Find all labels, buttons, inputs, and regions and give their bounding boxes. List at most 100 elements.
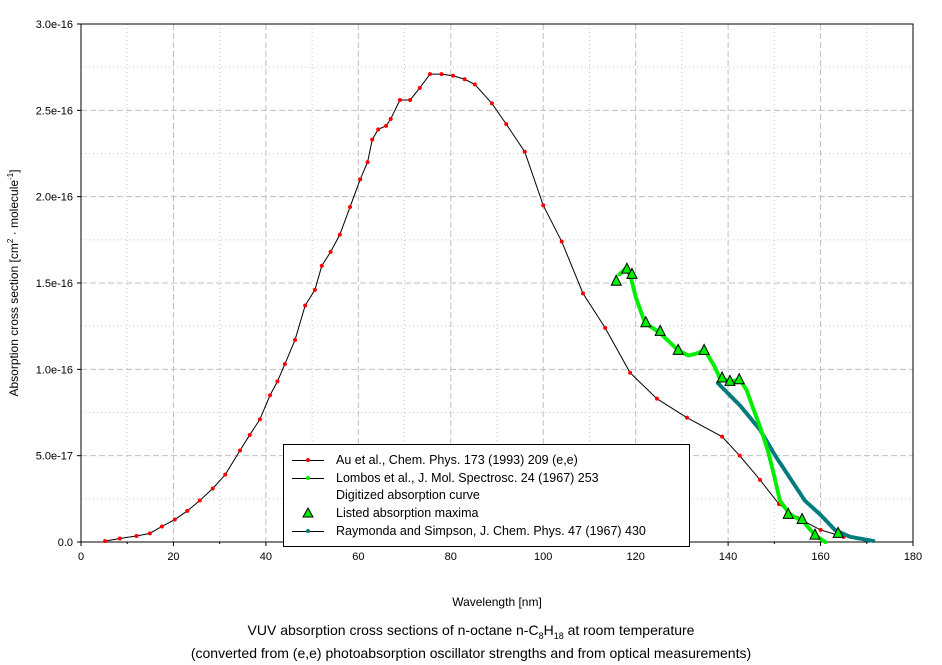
au-data-point	[210, 486, 215, 491]
au-data-point	[147, 531, 152, 536]
absorption-maximum-marker	[733, 372, 746, 385]
chart-title: VUV absorption cross sections of n-octan…	[247, 622, 695, 641]
au-data-point	[522, 149, 527, 154]
au-data-point	[238, 448, 243, 453]
au-data-point	[282, 362, 287, 367]
au-data-point	[737, 453, 742, 458]
x-tick-label: 80	[445, 551, 457, 563]
au-data-point	[303, 303, 308, 308]
au-data-point	[451, 73, 456, 78]
au-data-point	[247, 432, 252, 437]
x-tick-label: 160	[811, 551, 829, 563]
y-axis: 0.0 5.0e-17 1.0e-16 1.5e-16 2.0e-16 2.5e-16 3.…	[36, 19, 81, 549]
absorption-maximum-marker	[698, 343, 710, 355]
x-tick-label: 40	[260, 551, 272, 563]
absorption-maximum-marker	[782, 507, 795, 519]
teal-dot-icon	[306, 529, 310, 533]
au-data-point	[319, 263, 324, 268]
absorption-maximum-marker	[832, 526, 844, 538]
au-data-point	[103, 539, 108, 544]
series-layer	[103, 72, 876, 544]
absorption-maximum-marker	[672, 343, 685, 355]
au-data-point	[348, 205, 353, 210]
legend-label: Lombos et al., J. Mol. Spectrosc. 24 (19…	[336, 471, 599, 485]
au-data-point	[603, 325, 608, 330]
x-tick-label: 20	[167, 551, 179, 563]
au-data-point	[818, 527, 823, 532]
absorption-maximum-marker	[724, 374, 736, 386]
x-tick-label: 120	[626, 551, 644, 563]
y-axis-label: Absorption cross section [cm2 · molecule…	[6, 169, 21, 396]
au-data-point	[365, 160, 370, 165]
absorption-maximum-marker	[626, 267, 638, 279]
absorption-maximum-marker	[796, 512, 808, 525]
y-tick-label: 1.0e-16	[36, 364, 73, 376]
x-tick-label: 140	[719, 551, 737, 563]
legend-label: Listed absorption maxima	[336, 506, 479, 520]
au-data-point	[684, 415, 689, 420]
au-data-point	[257, 417, 262, 422]
au-data-point	[580, 291, 585, 296]
absorption-maximum-marker	[716, 370, 728, 383]
au-data-point	[628, 370, 633, 375]
legend-item-raymonda: Raymonda and Simpson, J. Chem. Phys. 47 …	[284, 523, 646, 539]
au-data-point	[172, 517, 177, 522]
au-data-point	[559, 239, 564, 244]
au-data-point	[159, 524, 164, 529]
x-axis: 0 20 40 60 80 100 120 140 160 180	[78, 542, 922, 563]
au-data-point	[388, 116, 393, 121]
au-data-point	[758, 477, 763, 482]
y-tick-label: 1.5e-16	[36, 278, 73, 290]
chart-subtitle: (converted from (e,e) photoabsorption os…	[190, 645, 752, 661]
legend-label: Au et al., Chem. Phys. 173 (1993) 209 (e…	[336, 453, 578, 467]
triangle-icon	[302, 506, 314, 518]
green-dot-icon	[306, 476, 310, 480]
y-tick-label: 5.0e-17	[36, 451, 73, 463]
legend-item-lombos: Lombos et al., J. Mol. Spectrosc. 24 (19…	[284, 470, 599, 486]
red-dot-icon	[306, 458, 310, 462]
x-tick-label: 180	[904, 551, 922, 563]
legend-item-au: Au et al., Chem. Phys. 173 (1993) 209 (e…	[284, 452, 578, 468]
au-data-point	[268, 393, 273, 398]
legend: Au et al., Chem. Phys. 173 (1993) 209 (e…	[283, 444, 690, 547]
lombos-data-point	[823, 540, 828, 544]
au-data-point	[117, 536, 122, 541]
y-tick-label: 0.0	[58, 537, 73, 549]
au-data-point	[275, 379, 280, 384]
au-data-point	[197, 498, 202, 503]
au-data-point	[134, 533, 139, 538]
au-data-point	[358, 177, 363, 182]
au-data-point	[654, 396, 659, 401]
au-data-point	[185, 508, 190, 513]
au-data-point	[427, 72, 432, 77]
absorption-maximum-marker	[809, 527, 821, 540]
au-data-point	[376, 127, 381, 132]
au-data-point	[337, 232, 342, 237]
au-data-point	[293, 337, 298, 342]
y-tick-label: 2.5e-16	[36, 105, 73, 117]
raymonda-data-point	[871, 538, 876, 543]
legend-label: Raymonda and Simpson, J. Chem. Phys. 47 …	[336, 524, 646, 538]
au-data-point	[439, 72, 444, 77]
au-data-point	[720, 434, 725, 439]
au-data-point	[417, 85, 422, 90]
absorption-maximum-marker	[621, 262, 633, 274]
au-data-point	[462, 77, 467, 82]
au-data-point	[312, 287, 317, 292]
absorption-maximum-marker	[640, 315, 652, 328]
x-axis-label: Wavelength [nm]	[452, 595, 542, 609]
au-data-point	[328, 249, 333, 254]
legend-item-maxima: Listed absorption maxima	[284, 505, 478, 521]
au-data-point	[504, 122, 509, 127]
absorption-maximum-marker	[610, 274, 623, 286]
au-data-point	[541, 203, 546, 208]
au-data-point	[472, 82, 477, 87]
au-data-point	[397, 97, 402, 102]
legend-item-lombos-sub: Digitized absorption curve	[284, 487, 480, 503]
x-tick-label: 0	[78, 551, 84, 563]
au-data-point	[408, 97, 413, 102]
x-tick-label: 60	[352, 551, 364, 563]
legend-label: Digitized absorption curve	[336, 488, 480, 502]
absorption-maximum-marker	[654, 324, 666, 336]
